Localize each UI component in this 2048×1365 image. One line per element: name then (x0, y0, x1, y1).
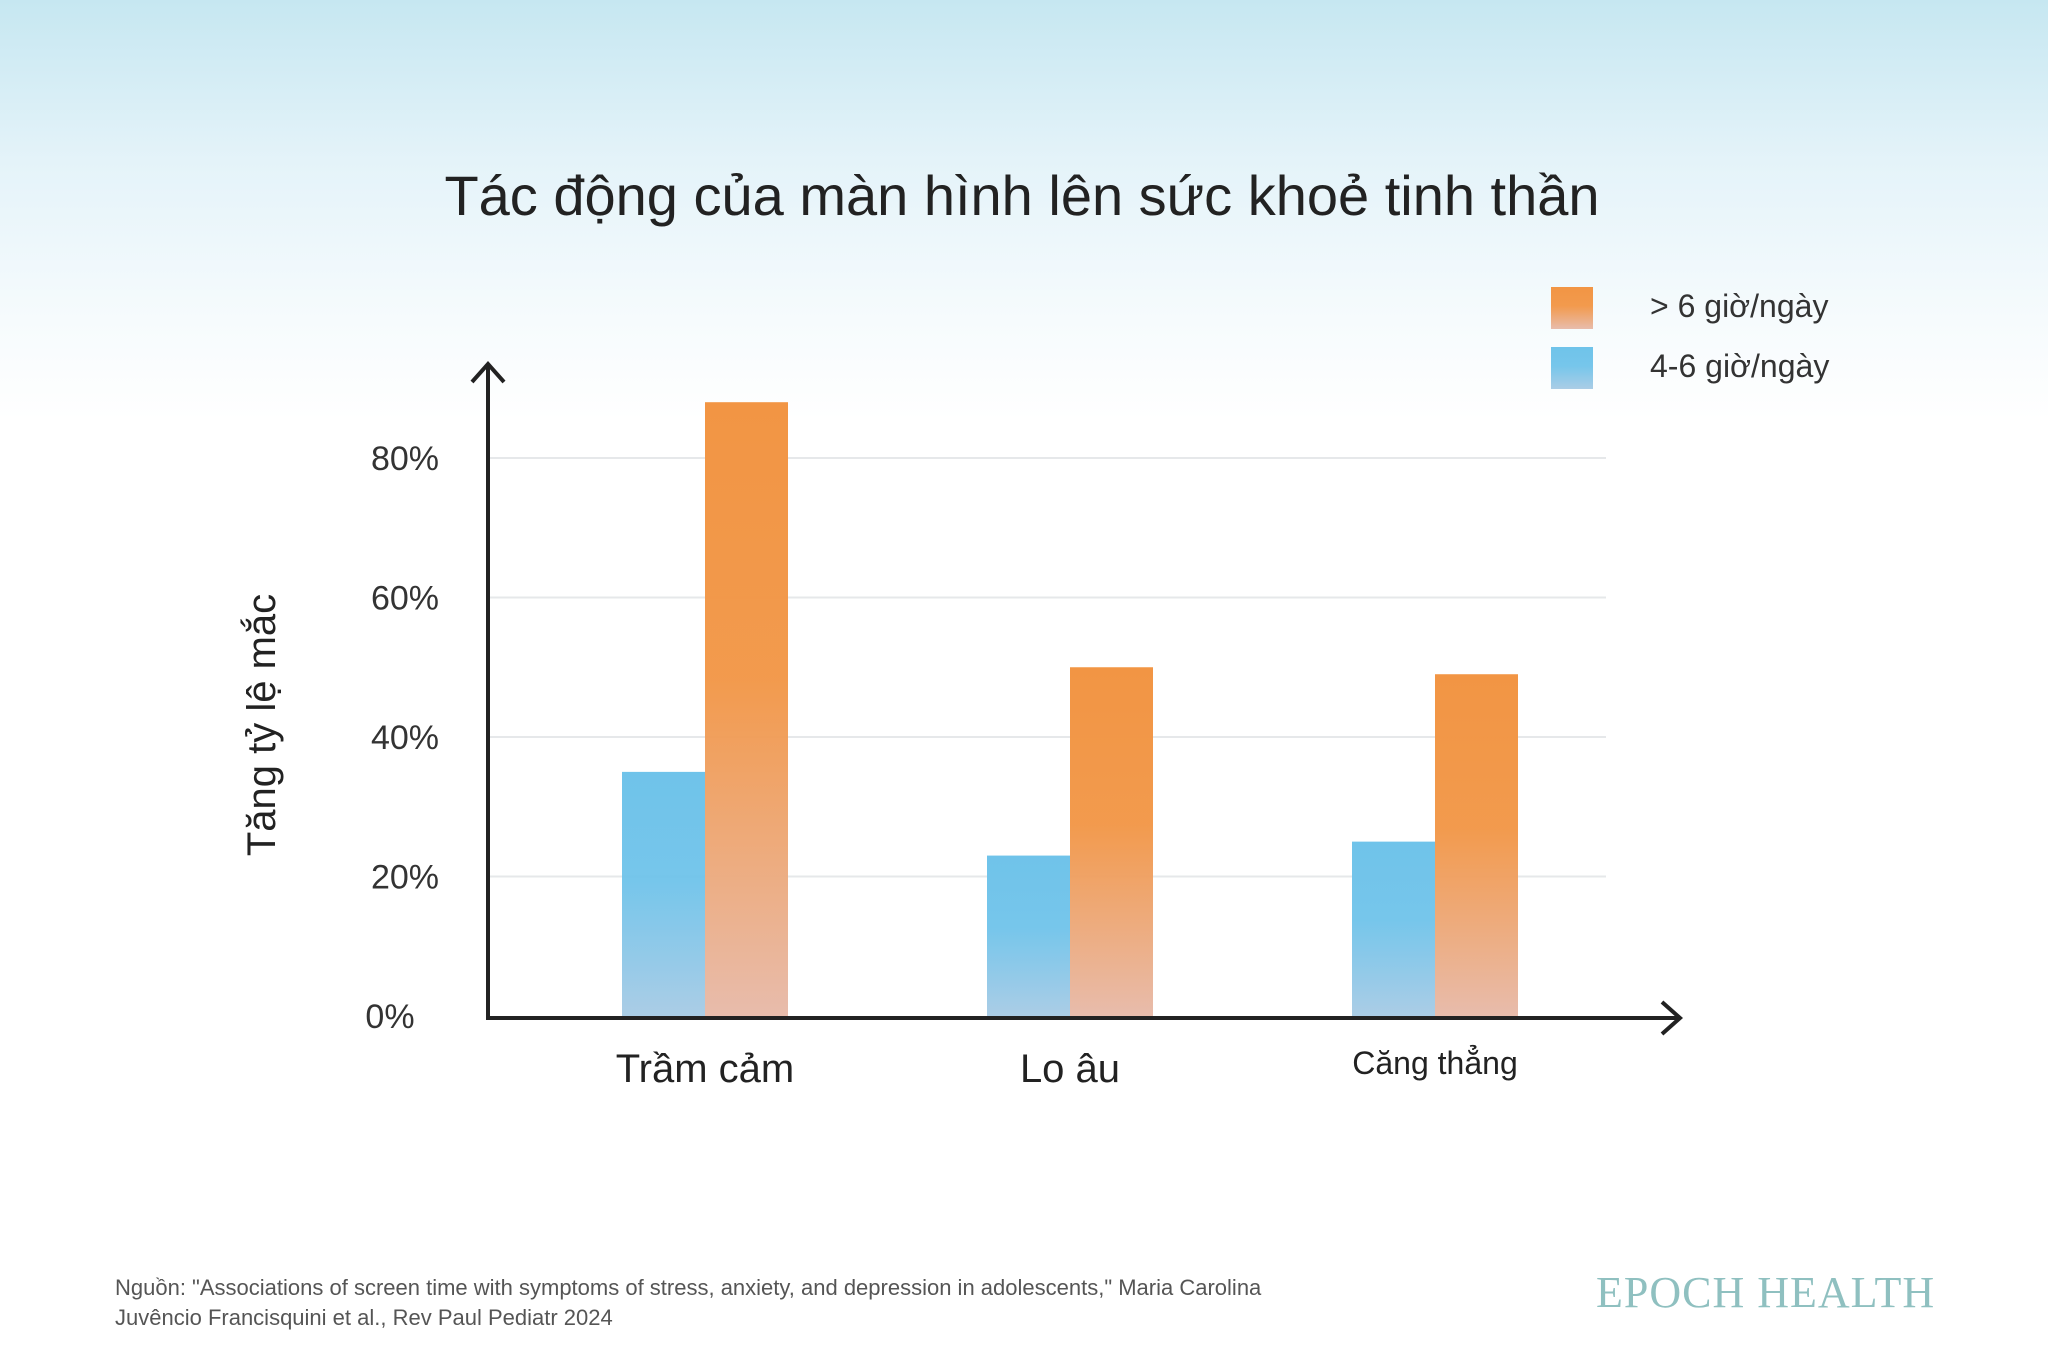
source-line-1: Nguồn: "Associations of screen time with… (115, 1275, 1262, 1300)
legend-swatch (1551, 287, 1593, 329)
chart-title: Tác động của màn hình lên sức khoẻ tinh … (444, 164, 1599, 227)
legend-swatch (1551, 347, 1593, 389)
axes (470, 360, 1684, 1036)
y-axis-arrow-icon (470, 360, 506, 384)
legend-label: > 6 giờ/ngày (1650, 288, 1828, 324)
y-tick-label: 20% (371, 859, 439, 897)
bar-4-6h (987, 855, 1070, 1016)
legend-label: 4-6 giờ/ngày (1650, 348, 1829, 384)
y-tick-label: 80% (371, 440, 439, 478)
x-axis-arrow-icon (1660, 1000, 1684, 1036)
x-category-label: Căng thẳng (1352, 1045, 1517, 1081)
bar-over-6h (1070, 667, 1153, 1016)
bar-4-6h (1352, 841, 1435, 1016)
x-category-label: Trầm cảm (616, 1047, 795, 1091)
y-tick-label: 40% (371, 719, 439, 757)
bar-4-6h (622, 771, 705, 1016)
brand-logo: EPOCH HEALTH (1596, 1268, 1935, 1317)
y-tick-label: 0% (365, 998, 414, 1036)
x-category-label: Lo âu (1020, 1047, 1120, 1091)
y-tick-label: 60% (371, 580, 439, 618)
bar-over-6h (705, 402, 788, 1016)
source-line-2: Juvêncio Francisquini et al., Rev Paul P… (115, 1305, 613, 1330)
y-axis-label: Tăng tỷ lệ mắc (239, 594, 284, 856)
bar-over-6h (1435, 674, 1518, 1016)
